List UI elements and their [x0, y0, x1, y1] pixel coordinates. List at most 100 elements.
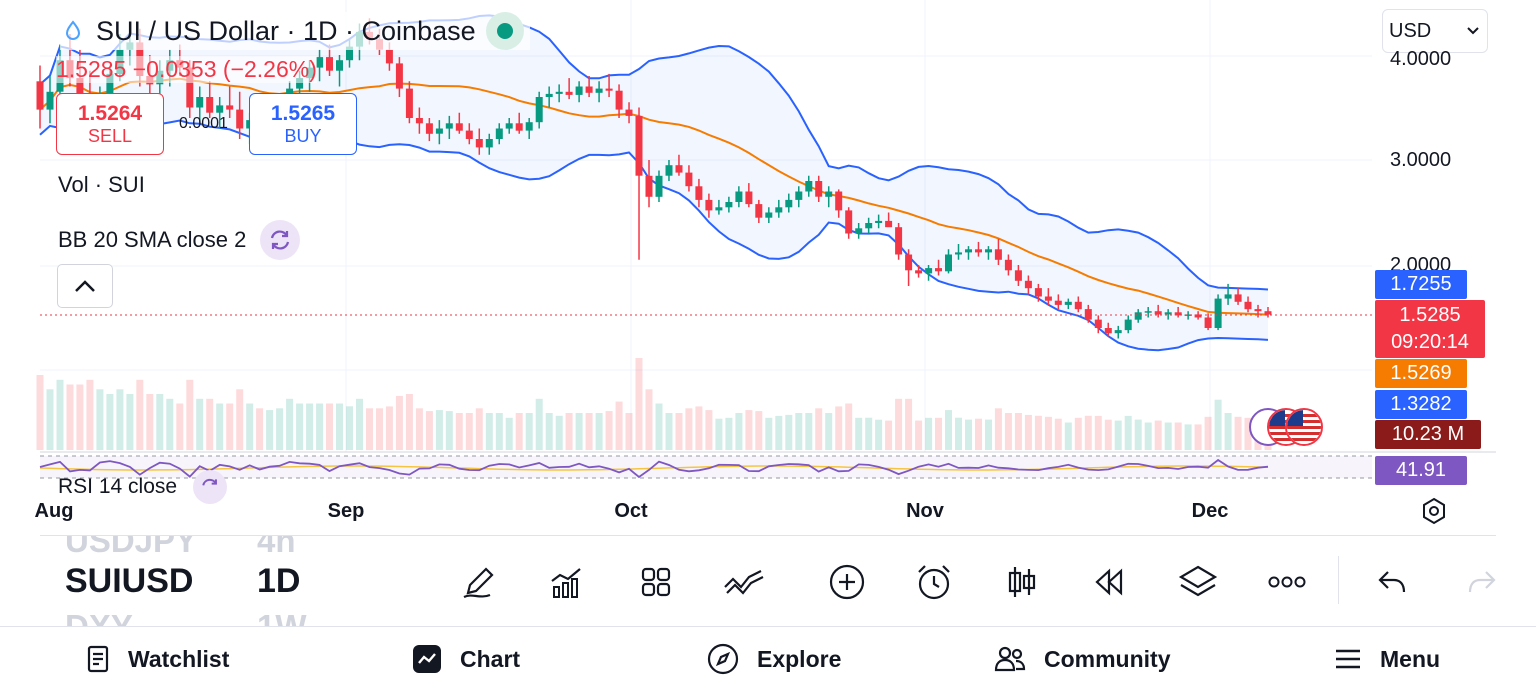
volume-bar — [336, 403, 343, 450]
candle — [1074, 296, 1082, 313]
nav-community-label: Community — [1044, 645, 1171, 672]
symbol-scroller[interactable]: USDJPY SUIUSD DXY 4h 1D 1W — [40, 536, 440, 626]
candle — [865, 217, 873, 234]
volume-bar — [835, 406, 843, 451]
candle-body — [326, 57, 333, 71]
timeframe-prev[interactable]: 4h — [257, 536, 296, 559]
candle — [336, 55, 343, 87]
rsi-legend[interactable]: RSI 14 close — [58, 470, 228, 504]
volume-bar — [1204, 416, 1212, 450]
time-axis-label: Nov — [906, 500, 944, 522]
candle-body — [1104, 328, 1112, 334]
candle — [1004, 254, 1012, 276]
compare-icon[interactable] — [722, 560, 766, 604]
price-axis-label-3: 3.0000 — [1390, 149, 1452, 171]
symbol-next[interactable]: DXY — [65, 608, 133, 626]
volume-bar — [1004, 413, 1012, 450]
candle — [955, 244, 962, 260]
timeframe-next[interactable]: 1W — [257, 608, 307, 626]
volume-bar — [276, 408, 284, 451]
nav-menu[interactable]: Menu — [1334, 639, 1440, 679]
volume-bar — [755, 411, 763, 450]
nav-chart[interactable]: Chart — [412, 639, 520, 679]
candle-body — [1144, 311, 1152, 313]
candle — [805, 175, 813, 197]
currency-select[interactable]: USD — [1382, 9, 1488, 53]
collapse-legend-button[interactable] — [57, 264, 113, 308]
candle — [1214, 294, 1222, 331]
candle — [1184, 311, 1192, 320]
sell-button[interactable]: 1.5264 SELL — [56, 93, 164, 155]
candle-body — [685, 172, 693, 187]
undo-icon[interactable] — [1370, 560, 1414, 604]
candle — [206, 81, 214, 118]
volume-bar — [1164, 422, 1172, 450]
candle — [775, 199, 783, 218]
candle-body — [515, 123, 523, 131]
economic-events[interactable] — [1249, 408, 1329, 446]
candle — [905, 249, 913, 286]
nav-watchlist[interactable]: Watchlist — [86, 639, 229, 679]
volume-bar — [196, 398, 204, 451]
buy-button[interactable]: 1.5265 BUY — [249, 93, 357, 155]
volume-bar — [465, 413, 473, 450]
candle-body — [665, 165, 673, 176]
refresh-icon[interactable] — [260, 220, 301, 260]
candle — [895, 223, 903, 260]
nav-explore[interactable]: Explore — [707, 639, 841, 679]
timeframe-current[interactable]: 1D — [257, 562, 301, 600]
chart-area[interactable]: SUI / US Dollar · 1D · Coinbase 1.5285 −… — [0, 0, 1536, 535]
pencil-icon[interactable] — [457, 560, 501, 604]
candle-body — [535, 97, 543, 123]
candle — [875, 214, 883, 229]
price-axis-label-4: 4.0000 — [1390, 48, 1452, 70]
layout-grid-icon[interactable] — [634, 560, 678, 604]
candle-body — [775, 207, 783, 213]
symbol-prev[interactable]: USDJPY — [65, 536, 198, 559]
replay-icon[interactable] — [1088, 560, 1132, 604]
candle — [1124, 315, 1132, 334]
volume-bar — [475, 408, 483, 451]
candle — [1154, 304, 1162, 318]
volume-bar — [715, 418, 723, 450]
volume-legend[interactable]: Vol · SUI — [58, 172, 145, 197]
candle — [695, 178, 703, 208]
rsi-legend-label: RSI 14 close — [58, 475, 178, 498]
volume-bar — [495, 413, 503, 450]
indicators-icon[interactable] — [545, 560, 589, 604]
candle — [994, 238, 1002, 265]
layers-icon[interactable] — [1176, 560, 1220, 604]
volume-bar — [865, 417, 873, 450]
candle-body — [615, 90, 623, 110]
candle-body — [346, 46, 353, 61]
candle-body — [1214, 298, 1222, 328]
candle — [825, 186, 833, 208]
volume-bar — [366, 408, 373, 451]
candles-icon[interactable] — [1000, 560, 1044, 604]
more-icon[interactable] — [1265, 560, 1309, 604]
candle-body — [395, 63, 403, 89]
bollinger-legend[interactable]: BB 20 SMA close 2 — [58, 220, 301, 260]
symbol-current[interactable]: SUIUSD — [65, 562, 194, 600]
add-icon[interactable] — [825, 560, 869, 604]
candle — [555, 84, 563, 103]
us-flag-icon[interactable] — [1285, 408, 1323, 446]
symbol-header[interactable]: SUI / US Dollar · 1D · Coinbase — [60, 12, 530, 50]
volume-bar — [1134, 419, 1142, 450]
candle — [1054, 294, 1062, 310]
price-change: 1.5285 −0.0353 (−2.26%) — [56, 56, 317, 83]
nav-community[interactable]: Community — [994, 639, 1171, 679]
market-open-icon[interactable] — [485, 12, 524, 50]
candle — [445, 115, 453, 139]
redo-icon[interactable] — [1460, 560, 1504, 604]
candle — [835, 189, 843, 218]
candle — [1134, 309, 1142, 323]
chart-settings-icon[interactable] — [1419, 496, 1449, 531]
volume-bar — [425, 411, 433, 450]
alarm-icon[interactable] — [912, 560, 956, 604]
rsi-refresh-icon[interactable] — [193, 470, 228, 504]
candle-body — [875, 220, 883, 223]
candle — [405, 81, 413, 124]
candle-body — [196, 97, 204, 108]
volume-bar — [885, 420, 893, 450]
